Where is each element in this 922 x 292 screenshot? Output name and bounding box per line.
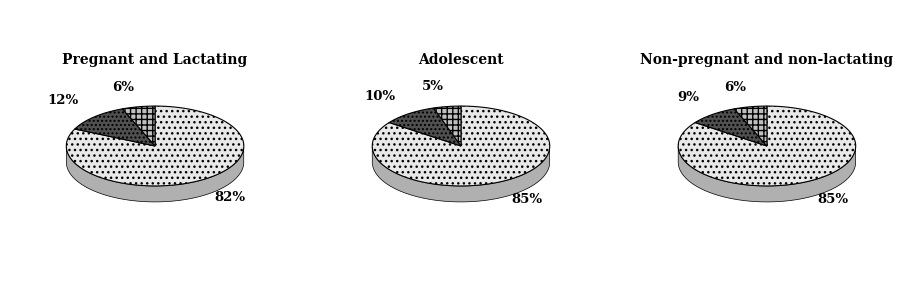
- Text: 10%: 10%: [365, 90, 396, 103]
- Polygon shape: [433, 106, 461, 146]
- Polygon shape: [695, 109, 767, 146]
- Text: 6%: 6%: [724, 81, 746, 94]
- Polygon shape: [75, 109, 155, 146]
- Text: 5%: 5%: [421, 80, 443, 93]
- Polygon shape: [123, 106, 155, 146]
- Text: 12%: 12%: [48, 94, 79, 107]
- Title: Pregnant and Lactating: Pregnant and Lactating: [63, 53, 248, 67]
- Polygon shape: [679, 106, 856, 186]
- Polygon shape: [66, 106, 243, 186]
- Polygon shape: [679, 147, 856, 202]
- Text: 82%: 82%: [215, 191, 245, 204]
- Text: 9%: 9%: [677, 91, 699, 104]
- Text: 6%: 6%: [112, 81, 135, 94]
- Polygon shape: [389, 108, 461, 146]
- Text: 85%: 85%: [817, 194, 848, 206]
- Polygon shape: [734, 106, 767, 146]
- Title: Non-pregnant and non-lactating: Non-pregnant and non-lactating: [641, 53, 893, 67]
- Text: 85%: 85%: [512, 194, 542, 206]
- Title: Adolescent: Adolescent: [419, 53, 503, 67]
- Polygon shape: [66, 147, 243, 202]
- Polygon shape: [372, 147, 550, 202]
- Polygon shape: [372, 106, 550, 186]
